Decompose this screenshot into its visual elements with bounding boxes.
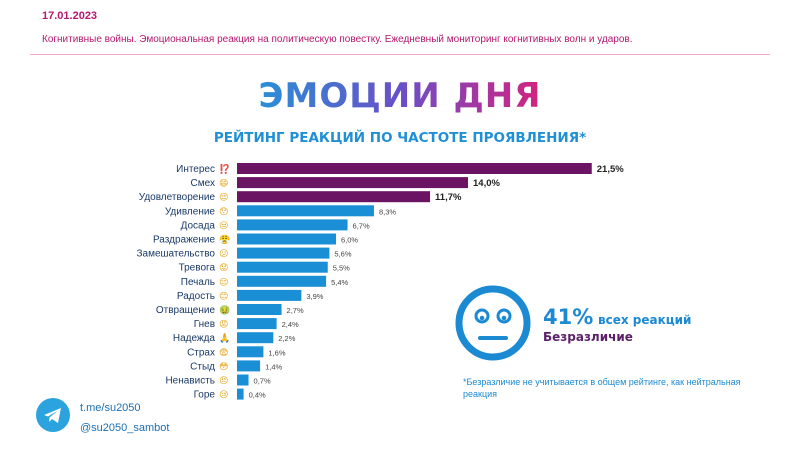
- telegram-icon[interactable]: [36, 398, 70, 432]
- value-label: 11,7%: [435, 192, 462, 203]
- category-label: Удивление: [165, 206, 216, 217]
- subtitle: Когнитивные войны. Эмоциональная реакция…: [42, 34, 633, 45]
- category-label: Стыд: [190, 361, 215, 372]
- bar: [237, 233, 336, 245]
- value-label: 21,5%: [597, 164, 624, 175]
- category-label: Смех: [191, 178, 215, 189]
- category-label: Тревога: [179, 263, 216, 274]
- value-label: 3,9%: [306, 292, 323, 301]
- category-label: Гнев: [194, 319, 215, 330]
- value-label: 0,4%: [249, 391, 266, 400]
- footnote: *Безразличие не учитывается в общем рейт…: [463, 377, 741, 399]
- bar: [237, 289, 302, 301]
- chart-title: РЕЙТИНГ РЕАКЦИЙ ПО ЧАСТОТЕ ПРОЯВЛЕНИЯ*: [213, 130, 587, 146]
- emoji-icon: 😌: [219, 192, 228, 203]
- emoji-icon: 😠: [219, 376, 228, 387]
- category-label: Надежда: [173, 333, 216, 344]
- value-label: 2,7%: [287, 306, 304, 315]
- emoji-icon: 😊: [219, 291, 228, 302]
- bar: [237, 346, 264, 358]
- emoji-icon: 😳: [219, 361, 228, 372]
- value-label: 1,6%: [268, 348, 285, 357]
- value-label: 5,5%: [333, 264, 350, 273]
- category-label: Замешательство: [137, 249, 216, 260]
- category-label: Радость: [177, 291, 215, 302]
- bar: [237, 388, 244, 400]
- value-label: 0,7%: [254, 377, 271, 386]
- bar: [237, 163, 592, 174]
- category-label: Ненависть: [165, 376, 215, 387]
- emoji-icon: 😨: [219, 347, 228, 358]
- emoji-icon: 😕: [219, 249, 228, 260]
- value-label: 2,4%: [282, 320, 299, 329]
- bar: [237, 261, 328, 273]
- bar: [237, 275, 327, 287]
- date: 17.01.2023: [42, 10, 98, 22]
- value-label: 5,4%: [331, 278, 348, 287]
- value-label: 2,2%: [278, 334, 295, 343]
- category-label: Раздражение: [153, 235, 215, 246]
- bar: [237, 304, 282, 315]
- main-title: ЭМОЦИИ ДНЯ: [0, 76, 800, 116]
- callout-label: Безразличие: [543, 330, 633, 344]
- category-label: Печаль: [181, 277, 215, 288]
- telegram-link[interactable]: t.me/su2050: [80, 402, 141, 414]
- bar: [237, 318, 277, 330]
- category-label: Горе: [194, 390, 216, 401]
- bar: [237, 360, 261, 372]
- emoji-icon: 🤢: [219, 305, 230, 316]
- category-label: Удовлетворение: [139, 192, 216, 203]
- callout-percent: 41%: [543, 305, 594, 329]
- bar: [237, 247, 330, 259]
- category-label: Отвращение: [156, 305, 216, 316]
- value-label: 14,0%: [473, 178, 500, 189]
- callout-text: всех реакций: [598, 313, 692, 327]
- value-label: 6,7%: [353, 221, 370, 230]
- telegram-handle[interactable]: @su2050_sambot: [80, 422, 170, 434]
- emoji-icon: 😟: [219, 263, 228, 274]
- bar: [237, 332, 274, 344]
- emoji-icon: 😢: [219, 390, 228, 401]
- value-label: 6,0%: [341, 236, 358, 245]
- bar: [237, 219, 348, 231]
- bar: [237, 191, 431, 203]
- value-label: 8,3%: [379, 207, 396, 216]
- emoji-icon: 😔: [219, 277, 228, 288]
- emoji-icon: 😄: [219, 178, 228, 189]
- main-title-text: ЭМОЦИИ ДНЯ: [258, 76, 542, 116]
- category-label: Страх: [187, 347, 215, 358]
- bar: [237, 374, 249, 386]
- emoji-icon: 😤: [219, 235, 230, 246]
- emoji-icon: 😯: [219, 206, 228, 217]
- emoji-icon: ⁉️: [219, 163, 230, 175]
- divider: [30, 54, 770, 55]
- emoji-icon: 🙏: [219, 333, 230, 344]
- bar: [237, 205, 374, 217]
- emoji-icon: 😡: [219, 319, 228, 330]
- emoji-icon: 😒: [219, 220, 228, 231]
- category-label: Интерес: [176, 164, 215, 175]
- value-label: 1,4%: [265, 362, 282, 371]
- bar: [237, 177, 468, 189]
- neutral-face-icon: [455, 285, 531, 361]
- category-label: Досада: [181, 220, 216, 231]
- value-label: 5,6%: [334, 250, 351, 259]
